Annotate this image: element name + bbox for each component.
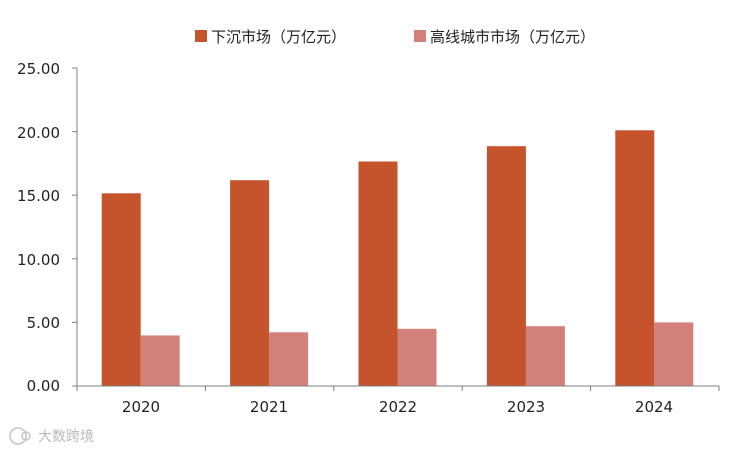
axes-lines xyxy=(72,67,720,391)
bars xyxy=(101,130,694,386)
x-axis: 2020 2021 2022 2023 2024 xyxy=(122,398,673,416)
y-tick-label: 10.00 xyxy=(17,251,60,269)
bar-series-1-2020 xyxy=(101,193,141,386)
watermark-text: 大数跨境 xyxy=(38,429,94,445)
y-tick-label: 20.00 xyxy=(17,124,60,142)
x-tick-label: 2023 xyxy=(507,398,545,416)
x-tick-label: 2020 xyxy=(122,398,160,416)
legend-swatch-series-2 xyxy=(414,30,426,42)
bar-series-2-2023 xyxy=(525,326,565,386)
y-tick-label: 5.00 xyxy=(27,314,60,332)
legend-label-series-1: 下沉市场（万亿元） xyxy=(211,28,346,46)
bar-series-2-2022 xyxy=(397,328,437,386)
bar-series-1-2024 xyxy=(615,130,655,386)
watermark: 大数跨境 xyxy=(9,427,94,445)
legend: 下沉市场（万亿元） 高线城市市场（万亿元） xyxy=(195,28,595,46)
bar-series-2-2021 xyxy=(269,332,309,386)
y-tick-label: 0.00 xyxy=(27,377,60,395)
bar-series-1-2021 xyxy=(230,180,270,386)
legend-label-series-2: 高线城市市场（万亿元） xyxy=(430,28,595,46)
x-tick-label: 2022 xyxy=(379,398,417,416)
bar-series-2-2024 xyxy=(654,322,694,386)
bar-series-1-2022 xyxy=(358,161,398,386)
y-tick-label: 25.00 xyxy=(17,60,60,78)
x-tick-label: 2021 xyxy=(250,398,288,416)
bar-series-1-2023 xyxy=(486,146,526,386)
y-axis: 0.00 5.00 10.00 15.00 20.00 25.00 xyxy=(17,60,60,395)
x-tick-label: 2024 xyxy=(635,398,673,416)
watermark-logo-icon xyxy=(9,427,31,445)
y-tick-label: 15.00 xyxy=(17,187,60,205)
bar-series-2-2020 xyxy=(140,335,180,386)
legend-swatch-series-1 xyxy=(195,30,207,42)
